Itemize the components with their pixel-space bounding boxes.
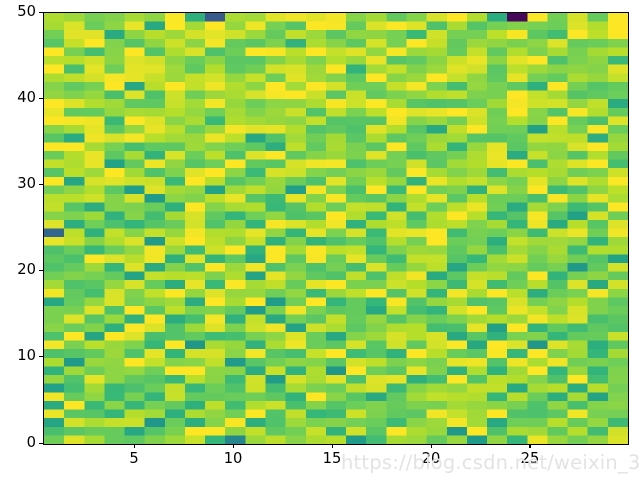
heatmap-axes <box>43 12 629 445</box>
x-tick-label: 10 <box>223 450 243 467</box>
y-tick-label: 50 <box>17 2 36 20</box>
y-tick-label: 10 <box>17 347 36 365</box>
y-tick-mark <box>39 97 43 99</box>
y-tick-label: 30 <box>17 174 36 192</box>
heatmap-canvas <box>44 13 628 444</box>
x-tick-mark <box>331 444 333 448</box>
x-tick-mark <box>133 444 135 448</box>
y-tick-label: 20 <box>17 261 36 279</box>
y-tick-mark <box>39 183 43 185</box>
y-tick-label: 40 <box>17 88 36 106</box>
csdn-watermark: https://blog.csdn.net/weixin_38314865 <box>341 451 640 474</box>
y-tick-label: 0 <box>26 433 36 451</box>
x-tick-mark <box>232 444 234 448</box>
y-tick-mark <box>39 11 43 13</box>
y-tick-mark <box>39 356 43 358</box>
x-tick-label: 25 <box>520 450 540 467</box>
x-tick-mark <box>529 444 531 448</box>
x-tick-label: 5 <box>129 450 139 467</box>
y-tick-mark <box>39 270 43 272</box>
x-tick-label: 15 <box>322 450 342 467</box>
x-tick-mark <box>430 444 432 448</box>
x-tick-label: 20 <box>421 450 441 467</box>
y-tick-mark <box>39 442 43 444</box>
